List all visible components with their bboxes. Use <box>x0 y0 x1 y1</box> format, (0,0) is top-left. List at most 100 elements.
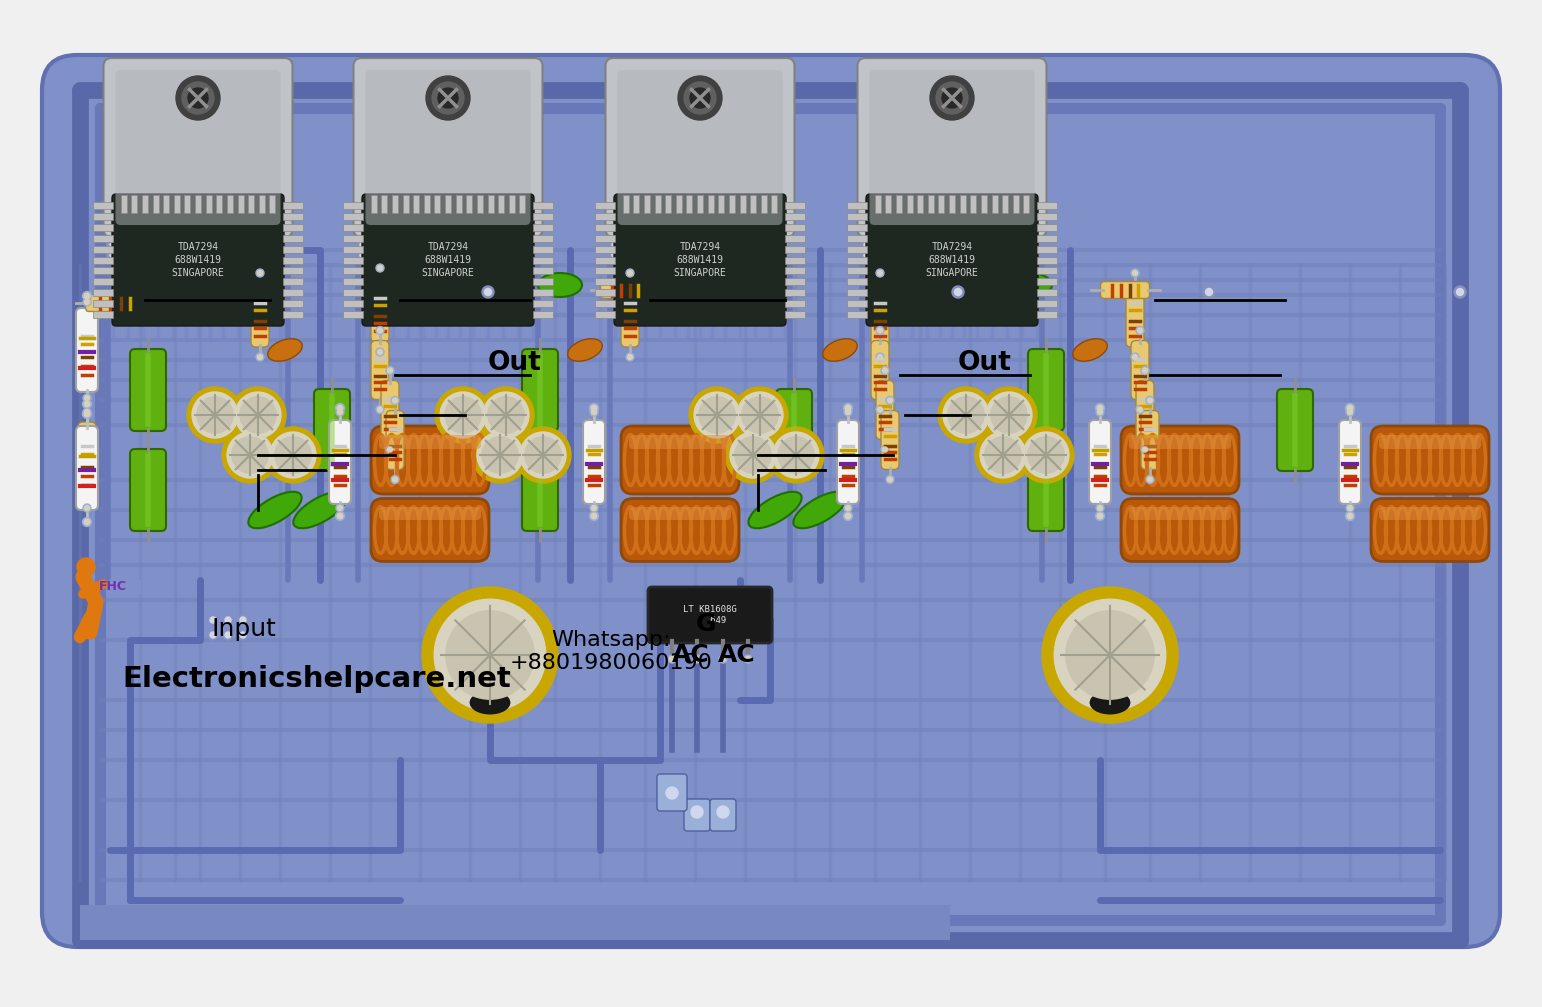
Circle shape <box>478 250 489 261</box>
Bar <box>785 278 805 285</box>
Circle shape <box>936 252 942 258</box>
Circle shape <box>708 242 714 248</box>
Circle shape <box>876 353 884 361</box>
FancyBboxPatch shape <box>353 58 543 237</box>
FancyBboxPatch shape <box>1379 435 1480 449</box>
Ellipse shape <box>268 338 302 362</box>
Circle shape <box>501 250 512 261</box>
Circle shape <box>1346 504 1354 512</box>
Circle shape <box>720 657 725 662</box>
Circle shape <box>336 512 344 521</box>
Circle shape <box>478 240 489 251</box>
FancyBboxPatch shape <box>1092 422 1109 498</box>
FancyBboxPatch shape <box>614 194 786 326</box>
FancyBboxPatch shape <box>1130 340 1149 400</box>
FancyBboxPatch shape <box>379 435 481 449</box>
Circle shape <box>1018 427 1073 483</box>
Bar <box>534 267 554 274</box>
Circle shape <box>695 242 702 248</box>
Circle shape <box>182 242 188 248</box>
Bar <box>498 195 504 213</box>
Bar <box>435 195 441 213</box>
Circle shape <box>456 252 463 258</box>
Bar <box>749 195 756 213</box>
Circle shape <box>85 401 89 407</box>
Circle shape <box>930 76 975 120</box>
Ellipse shape <box>823 338 857 362</box>
Circle shape <box>210 617 216 623</box>
Bar <box>785 202 805 209</box>
Bar <box>1038 311 1056 317</box>
Bar <box>342 202 362 209</box>
Circle shape <box>591 408 598 416</box>
Circle shape <box>910 250 921 261</box>
Circle shape <box>336 504 344 512</box>
Circle shape <box>717 240 728 251</box>
FancyBboxPatch shape <box>1121 498 1240 562</box>
Bar <box>1024 195 1030 213</box>
Circle shape <box>970 240 981 251</box>
FancyBboxPatch shape <box>1129 435 1231 449</box>
Circle shape <box>156 240 167 251</box>
Bar <box>446 195 450 213</box>
Circle shape <box>157 242 163 248</box>
Circle shape <box>672 252 678 258</box>
Bar <box>455 195 461 213</box>
Bar <box>216 195 222 213</box>
Circle shape <box>227 432 273 478</box>
Bar <box>847 246 867 253</box>
Circle shape <box>1146 397 1153 405</box>
Circle shape <box>228 250 239 261</box>
Circle shape <box>845 410 851 415</box>
Circle shape <box>168 250 179 261</box>
Bar <box>163 195 170 213</box>
Circle shape <box>612 242 618 248</box>
Circle shape <box>489 250 501 261</box>
Circle shape <box>376 326 384 334</box>
Circle shape <box>626 269 634 277</box>
Circle shape <box>484 288 492 295</box>
FancyBboxPatch shape <box>648 587 773 643</box>
Circle shape <box>1141 367 1149 375</box>
Circle shape <box>182 82 214 114</box>
Circle shape <box>513 250 524 261</box>
Circle shape <box>944 392 988 438</box>
Circle shape <box>936 242 942 248</box>
Bar <box>534 246 554 253</box>
Circle shape <box>444 397 481 433</box>
Circle shape <box>971 242 978 248</box>
Circle shape <box>426 76 470 120</box>
Circle shape <box>1022 432 1069 478</box>
Bar <box>623 195 629 213</box>
Bar <box>697 195 703 213</box>
Bar <box>342 235 362 242</box>
Bar <box>1038 267 1056 274</box>
Bar <box>259 195 265 213</box>
Circle shape <box>862 250 873 261</box>
Circle shape <box>338 410 342 415</box>
Bar <box>381 195 387 213</box>
Bar <box>342 300 362 307</box>
Circle shape <box>134 252 140 258</box>
Circle shape <box>732 252 739 258</box>
Bar <box>120 195 126 213</box>
Bar <box>284 224 302 231</box>
Circle shape <box>625 242 631 248</box>
FancyBboxPatch shape <box>1338 420 1362 504</box>
Circle shape <box>736 437 771 473</box>
Bar <box>342 311 362 317</box>
FancyBboxPatch shape <box>76 308 99 392</box>
Circle shape <box>358 240 369 251</box>
Circle shape <box>85 396 89 401</box>
Bar <box>675 195 682 213</box>
Bar <box>595 224 615 231</box>
Circle shape <box>754 250 765 261</box>
FancyBboxPatch shape <box>315 389 350 471</box>
Circle shape <box>492 242 498 248</box>
Circle shape <box>942 88 962 108</box>
Circle shape <box>911 252 917 258</box>
Text: TDA7294
688W1419
SINGAPORE: TDA7294 688W1419 SINGAPORE <box>925 242 979 278</box>
Circle shape <box>108 240 119 251</box>
FancyBboxPatch shape <box>381 381 399 439</box>
Circle shape <box>122 242 128 248</box>
